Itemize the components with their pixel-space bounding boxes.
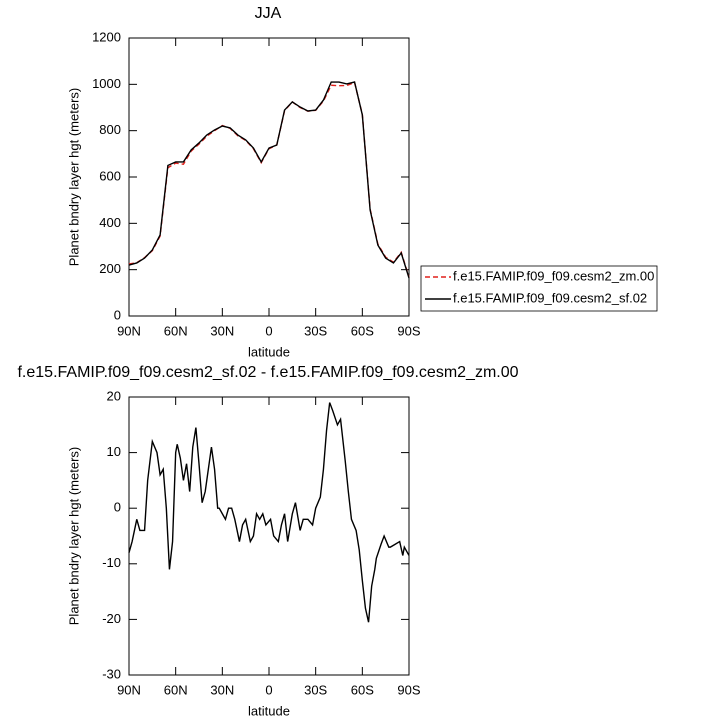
- y-tick-label: -20: [102, 611, 121, 626]
- y-tick-label: 0: [114, 307, 121, 322]
- x-tick-label: 60N: [164, 682, 188, 697]
- legend-box: [420, 265, 658, 312]
- x-tick-label: 30N: [210, 323, 234, 338]
- legend-label: f.e15.FAMIP.f09_f09.cesm2_sf.02: [453, 290, 647, 305]
- data-line: [128, 402, 410, 623]
- y-tick-label: 600: [99, 168, 121, 183]
- x-tick-label: 30N: [210, 682, 234, 697]
- x-tick-label: 30S: [304, 323, 327, 338]
- plot-frame: [128, 396, 410, 676]
- x-tick-label: 90N: [117, 323, 141, 338]
- x-tick-label: 0: [265, 682, 272, 697]
- y-tick-label: 400: [99, 215, 121, 230]
- y-tick-label: 1000: [92, 76, 121, 91]
- x-axis-label: latitude: [248, 703, 290, 718]
- x-tick-label: 60S: [351, 323, 374, 338]
- legend-label: f.e15.FAMIP.f09_f09.cesm2_zm.00: [453, 268, 654, 283]
- chart-title: f.e15.FAMIP.f09_f09.cesm2_sf.02 - f.e15.…: [17, 364, 518, 381]
- y-tick-label: 0: [114, 500, 121, 515]
- chart-title: JJA: [255, 5, 282, 22]
- y-tick-label: -30: [102, 666, 121, 681]
- y-tick-label: 20: [107, 388, 121, 403]
- x-tick-label: 60N: [164, 323, 188, 338]
- x-tick-label: 90S: [397, 323, 420, 338]
- y-tick-label: 200: [99, 261, 121, 276]
- x-tick-label: 0: [265, 323, 272, 338]
- y-tick-label: 10: [107, 444, 121, 459]
- x-tick-label: 30S: [304, 682, 327, 697]
- x-tick-label: 60S: [351, 682, 374, 697]
- data-line: [128, 81, 410, 279]
- y-axis-label: Planet bndry layer hgt (meters): [66, 88, 81, 266]
- x-tick-label: 90S: [397, 682, 420, 697]
- y-tick-label: 800: [99, 122, 121, 137]
- y-tick-label: 1200: [92, 29, 121, 44]
- x-tick-label: 90N: [117, 682, 141, 697]
- y-axis-label: Planet bndry layer hgt (meters): [66, 447, 81, 625]
- y-tick-label: -10: [102, 555, 121, 570]
- x-axis-label: latitude: [248, 344, 290, 359]
